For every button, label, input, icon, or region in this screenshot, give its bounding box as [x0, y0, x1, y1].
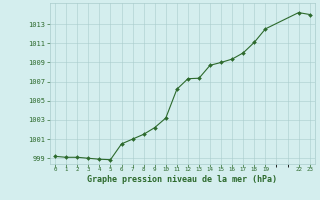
X-axis label: Graphe pression niveau de la mer (hPa): Graphe pression niveau de la mer (hPa) [87, 175, 277, 184]
